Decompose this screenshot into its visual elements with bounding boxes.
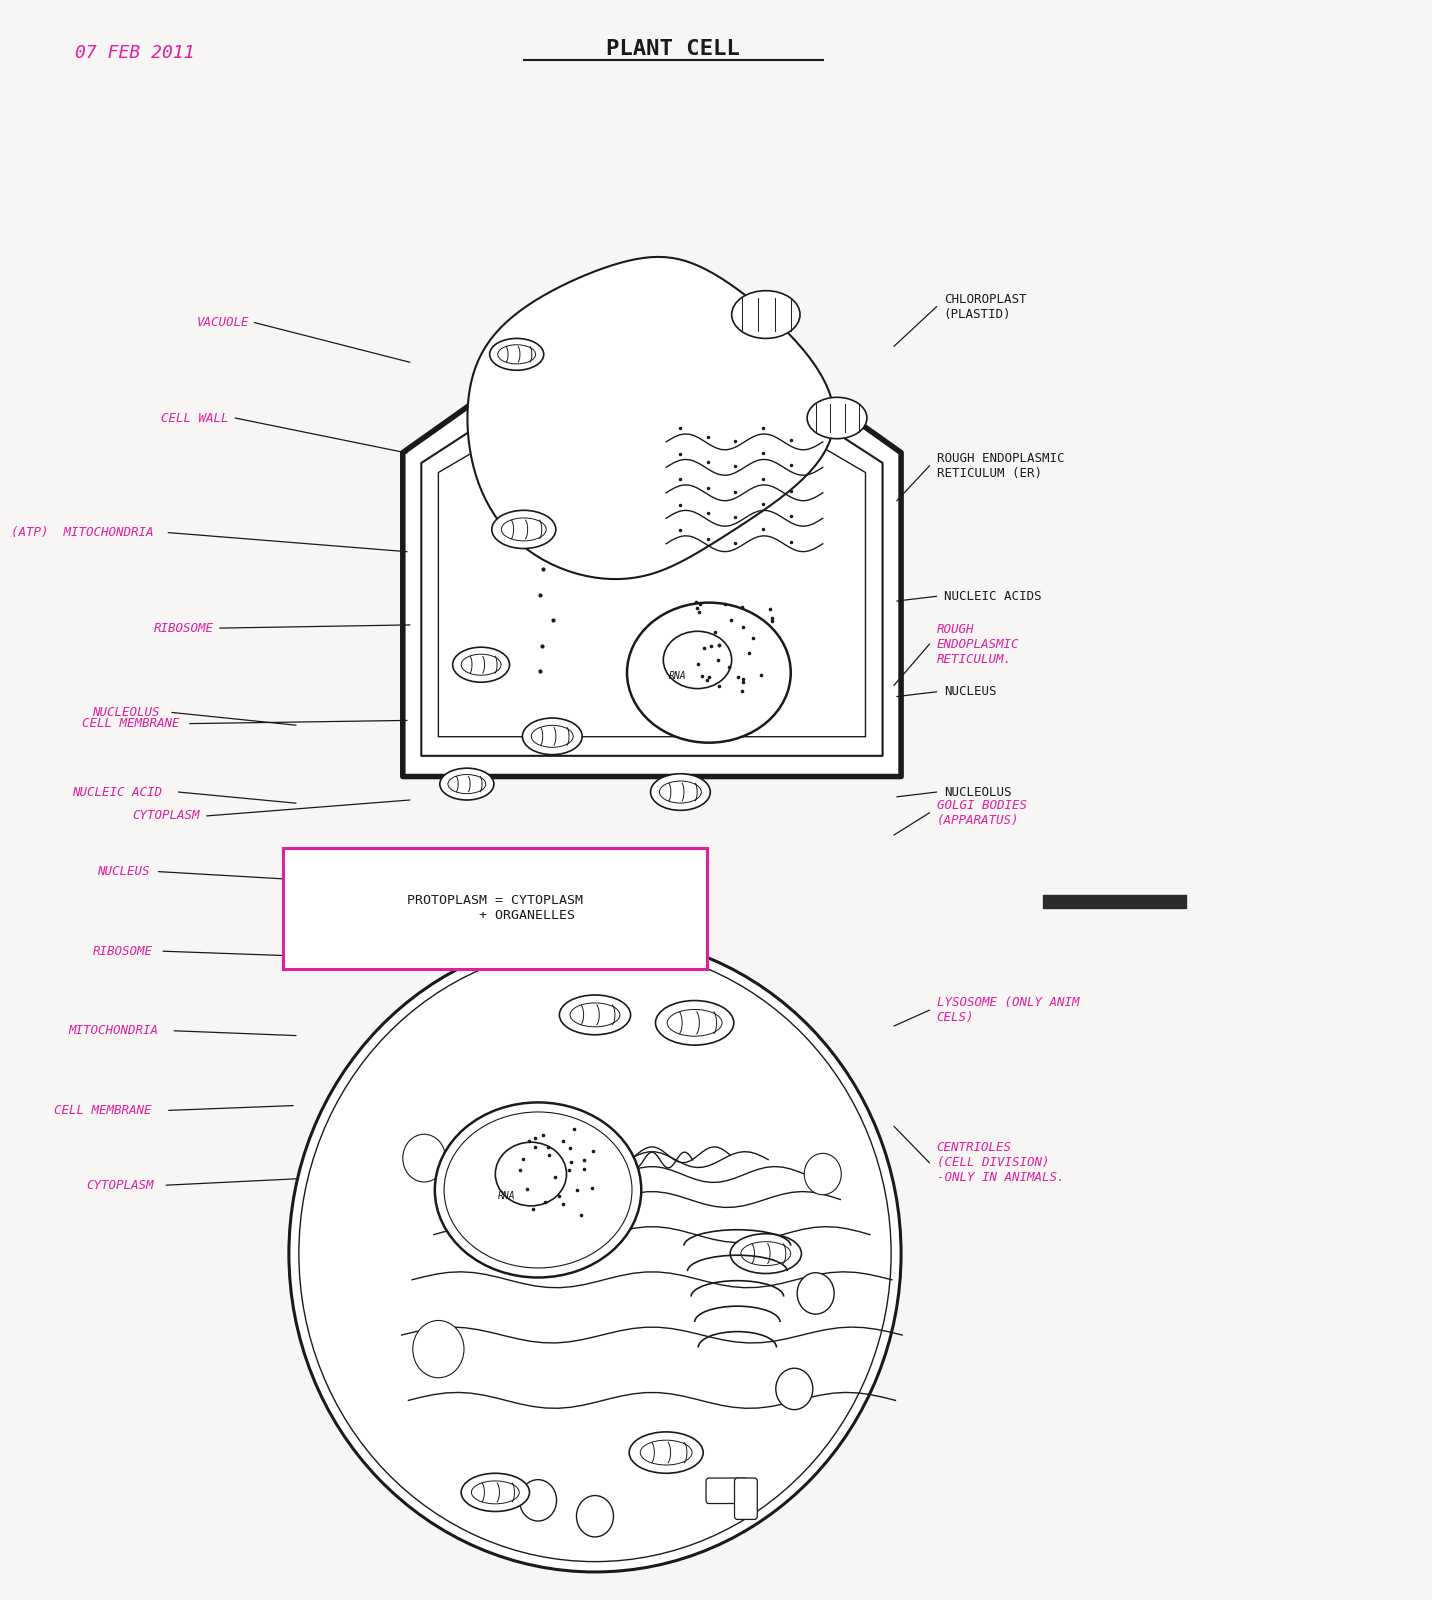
Text: GOLGI BODIES
(APPARATUS): GOLGI BODIES (APPARATUS) [937, 798, 1027, 827]
Text: NUCLEOLUS: NUCLEOLUS [93, 706, 160, 718]
Text: VACUOLE: VACUOLE [196, 315, 249, 330]
FancyBboxPatch shape [735, 1478, 758, 1520]
Text: CELL MEMBRANE: CELL MEMBRANE [83, 717, 180, 730]
Text: RNA: RNA [669, 670, 686, 682]
Ellipse shape [289, 936, 901, 1571]
Circle shape [776, 1368, 813, 1410]
Text: MITOCHONDRIA: MITOCHONDRIA [69, 1024, 158, 1037]
Ellipse shape [650, 774, 710, 810]
FancyBboxPatch shape [284, 848, 707, 968]
Circle shape [798, 1272, 835, 1314]
Ellipse shape [461, 1474, 530, 1512]
Ellipse shape [299, 947, 891, 1562]
Text: CELL WALL: CELL WALL [160, 411, 228, 424]
Text: NUCLEUS: NUCLEUS [97, 866, 149, 878]
Text: CYTOPLASM: CYTOPLASM [132, 810, 200, 822]
Circle shape [577, 1496, 613, 1538]
Text: RNA: RNA [498, 1192, 516, 1202]
Text: 07 FEB 2011: 07 FEB 2011 [76, 43, 195, 62]
Ellipse shape [663, 632, 732, 688]
Circle shape [412, 1320, 464, 1378]
Text: LYSOSOME (ONLY ANIM
CELS): LYSOSOME (ONLY ANIM CELS) [937, 997, 1080, 1024]
Text: RIBOSOME: RIBOSOME [93, 944, 152, 958]
Text: RIBOSOME: RIBOSOME [153, 621, 213, 635]
Text: NUCLEIC ACID: NUCLEIC ACID [73, 786, 162, 798]
Ellipse shape [808, 397, 866, 438]
Text: NUCLEUS: NUCLEUS [944, 685, 997, 698]
Ellipse shape [560, 995, 630, 1035]
Ellipse shape [656, 1000, 733, 1045]
Text: CENTRIOLES
(CELL DIVISION)
-ONLY IN ANIMALS.: CENTRIOLES (CELL DIVISION) -ONLY IN ANIM… [937, 1141, 1064, 1184]
Circle shape [520, 1480, 557, 1522]
FancyBboxPatch shape [706, 1478, 748, 1504]
Circle shape [805, 1154, 841, 1195]
Ellipse shape [435, 1102, 642, 1277]
Ellipse shape [730, 1234, 802, 1274]
Text: NUCLEIC ACIDS: NUCLEIC ACIDS [944, 590, 1041, 603]
Text: CYTOPLASM: CYTOPLASM [87, 1179, 155, 1192]
Ellipse shape [495, 1142, 567, 1206]
Text: PROTOPLASM = CYTOPLASM
        + ORGANELLES: PROTOPLASM = CYTOPLASM + ORGANELLES [407, 894, 583, 922]
Ellipse shape [629, 1432, 703, 1474]
Ellipse shape [732, 291, 800, 339]
Polygon shape [402, 275, 901, 776]
Text: ROUGH ENDOPLASMIC
RETICULUM (ER): ROUGH ENDOPLASMIC RETICULUM (ER) [937, 451, 1064, 480]
Text: NUCLEOLUS: NUCLEOLUS [944, 786, 1011, 798]
Ellipse shape [523, 718, 583, 755]
Circle shape [402, 1134, 445, 1182]
Text: CELL MEMBRANE: CELL MEMBRANE [54, 1104, 152, 1117]
Text: (ATP)  MITOCHONDRIA: (ATP) MITOCHONDRIA [11, 526, 153, 539]
Ellipse shape [490, 339, 544, 370]
Ellipse shape [440, 768, 494, 800]
Text: ROUGH
ENDOPLASMIC
RETICULUM.: ROUGH ENDOPLASMIC RETICULUM. [937, 622, 1020, 666]
Text: PLANT CELL: PLANT CELL [606, 38, 740, 59]
Polygon shape [467, 258, 835, 579]
Ellipse shape [491, 510, 556, 549]
Text: CHLOROPLAST
(PLASTID): CHLOROPLAST (PLASTID) [944, 293, 1027, 320]
Ellipse shape [453, 646, 510, 682]
Ellipse shape [627, 603, 790, 742]
